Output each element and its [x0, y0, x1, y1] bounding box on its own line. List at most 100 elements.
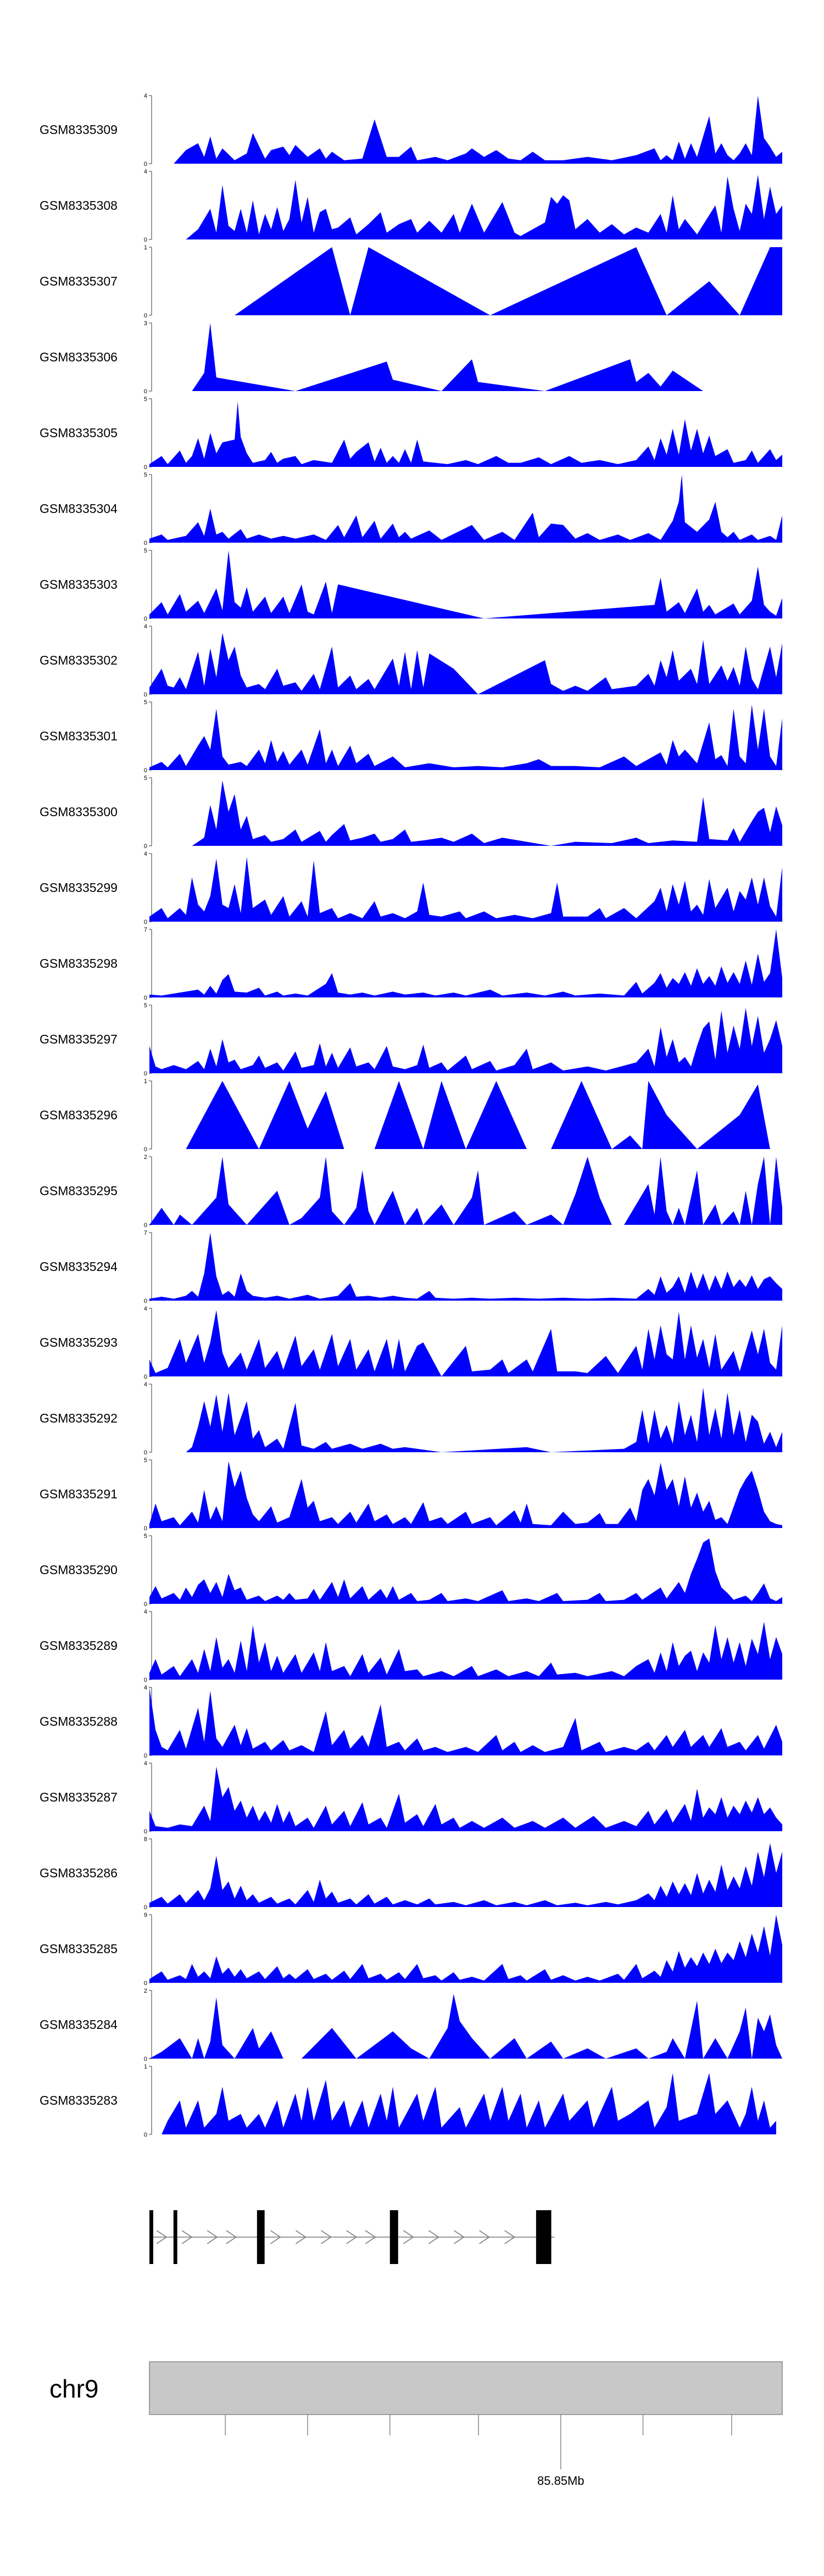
y-tick-label-max: 5	[144, 548, 147, 554]
coverage-track: GSM8335309 4 0	[40, 93, 782, 168]
y-tick-label-zero: 0	[144, 1677, 147, 1683]
y-tick-label-zero: 0	[144, 540, 147, 547]
coverage-area	[149, 475, 782, 543]
strand-arrow-icon	[504, 2230, 516, 2244]
coverage-track: GSM8335291 5 0	[40, 1457, 782, 1532]
track-label: GSM8335295	[40, 1184, 118, 1198]
track-label: GSM8335296	[40, 1108, 118, 1122]
y-tick-label-zero: 0	[144, 1146, 147, 1153]
track-label: GSM8335286	[40, 1866, 118, 1880]
track-label: GSM8335304	[40, 501, 118, 516]
coverage-track: GSM8335293 4 0	[40, 1306, 782, 1380]
y-tick-label-zero: 0	[144, 1980, 147, 1987]
y-tick-label-max: 5	[144, 1002, 147, 1009]
track-label: GSM8335298	[40, 956, 118, 971]
coverage-area	[186, 175, 782, 239]
y-tick-label-max: 5	[144, 472, 147, 478]
coverage-track: GSM8335308 4 0	[40, 169, 782, 243]
coverage-track: GSM8335287 4 0	[40, 1760, 782, 1835]
track-label: GSM8335292	[40, 1411, 118, 1425]
y-tick-label-max: 8	[144, 1836, 147, 1843]
strand-arrow-icon	[321, 2230, 332, 2244]
y-tick-label-max: 1	[144, 1078, 147, 1085]
y-tick-label-zero: 0	[144, 2056, 147, 2062]
track-label: GSM8335300	[40, 805, 118, 819]
coverage-track: GSM8335301 5 0	[40, 699, 782, 774]
gene-model-track	[149, 2210, 555, 2264]
y-tick-label-zero: 0	[144, 1525, 147, 1532]
chromosome-ideogram: chr9 85.85Mb	[49, 2361, 783, 2488]
coverage-track: GSM8335292 4 0	[40, 1381, 782, 1456]
gene-exon	[389, 2210, 398, 2264]
coverage-area	[186, 1387, 782, 1452]
y-tick-label-zero: 0	[144, 237, 147, 243]
track-label: GSM8335307	[40, 274, 118, 288]
coverage-track: GSM8335288 4 0	[40, 1685, 782, 1759]
coverage-track: GSM8335305 5 0	[40, 396, 782, 471]
gene-exon	[257, 2210, 265, 2264]
coverage-area	[149, 1310, 782, 1376]
track-label: GSM8335306	[40, 350, 118, 364]
y-tick-label-max: 3	[144, 320, 147, 327]
coverage-track: GSM8335298 7 0	[40, 927, 782, 1001]
track-label: GSM8335291	[40, 1487, 118, 1501]
y-tick-label-zero: 0	[144, 313, 147, 319]
y-tick-label-max: 5	[144, 396, 147, 403]
y-tick-label-max: 7	[144, 927, 147, 933]
coverage-track: GSM8335300 5 0	[40, 775, 782, 850]
y-tick-label-zero: 0	[144, 1601, 147, 1608]
y-tick-label-zero: 0	[144, 616, 147, 622]
y-tick-label-max: 4	[144, 623, 147, 630]
track-label: GSM8335301	[40, 729, 118, 743]
y-tick-label-zero: 0	[144, 843, 147, 850]
coverage-area	[149, 1766, 782, 1831]
y-tick-label-max: 4	[144, 93, 147, 99]
coverage-track: GSM8335295 2 0	[40, 1154, 782, 1229]
coverage-area	[149, 1461, 782, 1528]
coverage-track: GSM8335307 1 0	[40, 244, 783, 319]
coverage-area	[149, 633, 782, 694]
track-label: GSM8335283	[40, 2093, 118, 2107]
y-tick-label-zero: 0	[144, 388, 147, 395]
track-label: GSM8335284	[40, 2017, 118, 2032]
strand-arrow-icon	[428, 2230, 440, 2244]
coverage-track: GSM8335283 1 0	[40, 2064, 776, 2138]
y-tick-label-max: 4	[144, 169, 147, 175]
strand-arrow-icon	[207, 2230, 218, 2244]
y-tick-label-zero: 0	[144, 767, 147, 774]
coverage-area	[149, 1994, 782, 2059]
gene-exon	[536, 2210, 552, 2264]
coverage-track: GSM8335286 8 0	[40, 1836, 782, 1911]
coverage-area	[149, 705, 782, 770]
y-tick-label-max: 5	[144, 699, 147, 706]
position-tick-label: 85.85Mb	[537, 2474, 584, 2488]
coverage-track: GSM8335304 5 0	[40, 472, 782, 547]
coverage-area	[149, 857, 782, 922]
coverage-area	[192, 780, 782, 846]
y-tick-label-max: 4	[144, 851, 147, 857]
track-label: GSM8335289	[40, 1638, 118, 1653]
strand-arrow-icon	[346, 2230, 358, 2244]
y-tick-label-max: 9	[144, 1912, 147, 1919]
coverage-area	[149, 550, 782, 618]
track-label: GSM8335287	[40, 1790, 118, 1804]
y-tick-label-zero: 0	[144, 1298, 147, 1304]
coverage-area	[174, 96, 782, 164]
y-tick-label-max: 5	[144, 1457, 147, 1464]
track-label: GSM8335308	[40, 198, 118, 213]
coverage-area	[149, 929, 782, 997]
coverage-track: GSM8335290 5 0	[40, 1533, 782, 1608]
coverage-track: GSM8335296 1 0	[40, 1078, 770, 1153]
coverage-area	[186, 1081, 770, 1149]
track-label: GSM8335290	[40, 1563, 118, 1577]
y-tick-label-zero: 0	[144, 1222, 147, 1229]
track-label: GSM8335302	[40, 653, 118, 667]
coverage-track: GSM8335294 7 0	[40, 1230, 782, 1304]
y-tick-label-max: 4	[144, 1306, 147, 1312]
coverage-area	[149, 1915, 782, 1983]
y-tick-label-max: 1	[144, 2064, 147, 2070]
y-tick-label-max: 4	[144, 1760, 147, 1767]
track-label: GSM8335299	[40, 880, 118, 895]
track-label: GSM8335288	[40, 1714, 118, 1729]
coverage-area	[192, 323, 734, 391]
